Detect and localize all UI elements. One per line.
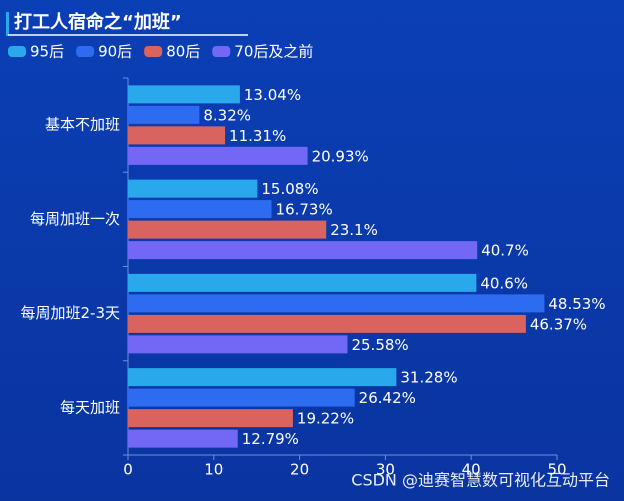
bar	[128, 273, 477, 292]
x-tick-label: 40	[462, 461, 481, 479]
value-label: 23.1%	[330, 221, 378, 239]
x-tick-label: 10	[204, 461, 223, 479]
y-tick-label: 每周加班2-3天	[20, 304, 120, 322]
legend-label: 70后及之前	[234, 43, 313, 61]
bar	[128, 241, 478, 260]
legend-swatch	[144, 46, 163, 57]
value-label: 20.93%	[312, 147, 369, 165]
value-label: 12.79%	[242, 430, 299, 448]
bar	[128, 146, 308, 165]
value-label: 46.37%	[530, 315, 587, 333]
y-tick-label: 每天加班	[60, 398, 120, 416]
legend-label: 90后	[98, 43, 132, 61]
bar	[128, 388, 355, 407]
title-accent	[6, 12, 9, 36]
bar	[128, 335, 348, 354]
value-label: 40.6%	[480, 274, 528, 292]
value-label: 40.7%	[481, 242, 529, 260]
bar	[128, 200, 272, 219]
x-tick-label: 0	[123, 461, 133, 479]
value-label: 16.73%	[276, 201, 333, 219]
value-label: 11.31%	[229, 127, 286, 145]
legend-swatch	[212, 46, 231, 57]
bar	[128, 314, 526, 333]
x-tick-label: 30	[376, 461, 395, 479]
value-label: 26.42%	[359, 389, 416, 407]
legend-label: 80后	[166, 43, 200, 61]
y-tick-label: 基本不加班	[45, 116, 120, 134]
bar	[128, 179, 258, 198]
watermark: CSDN @迪赛智慧数可视化互动平台	[351, 471, 610, 490]
value-label: 15.08%	[261, 180, 318, 198]
y-tick-label: 每周加班一次	[30, 210, 120, 228]
legend-swatch	[8, 46, 26, 57]
value-label: 48.53%	[548, 295, 605, 313]
value-label: 25.58%	[351, 336, 408, 354]
chart-title: 打工人宿命之“加班”	[14, 11, 182, 33]
x-tick-label: 20	[290, 461, 309, 479]
legend-label: 95后	[30, 43, 64, 61]
bar	[128, 105, 200, 124]
bar	[128, 85, 240, 104]
value-label: 8.32%	[203, 106, 251, 124]
bar	[128, 126, 226, 145]
bar	[128, 220, 327, 239]
bar	[128, 409, 293, 428]
bar	[128, 368, 397, 387]
value-label: 31.28%	[400, 369, 457, 387]
value-label: 19.22%	[297, 410, 354, 428]
x-tick-label: 50	[547, 461, 566, 479]
bar	[128, 294, 545, 313]
bar	[128, 429, 238, 448]
value-label: 13.04%	[244, 86, 301, 104]
legend-swatch	[76, 46, 95, 57]
